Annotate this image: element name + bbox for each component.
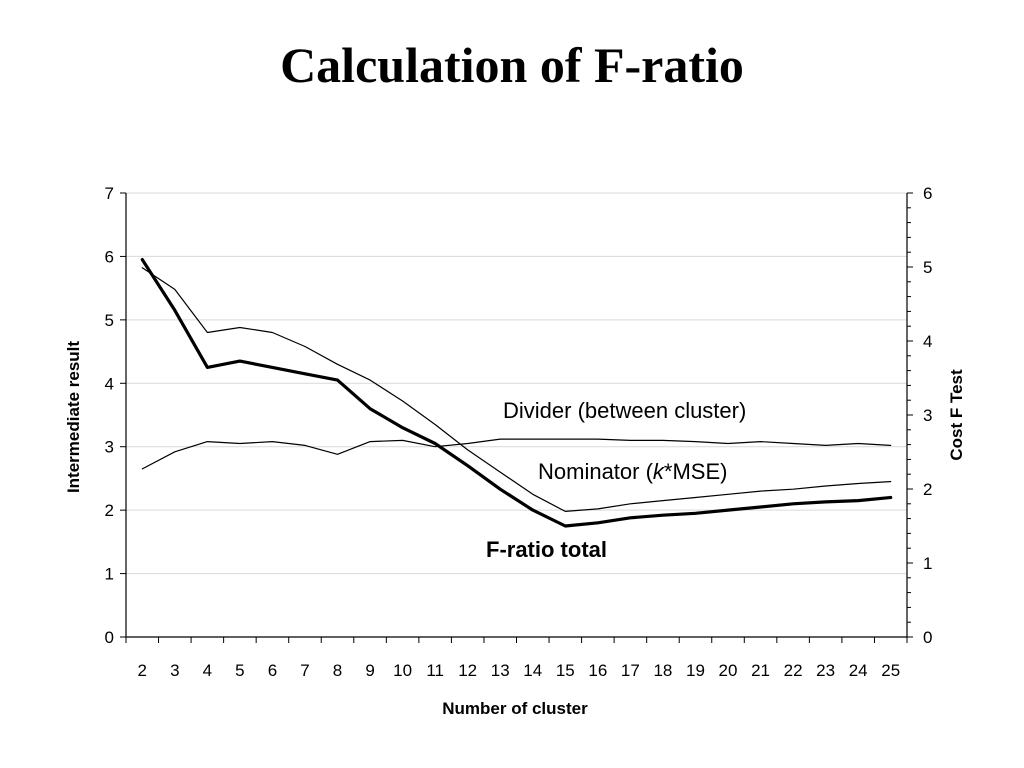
y-tick-label: 2 <box>105 501 114 520</box>
y-tick-label: 4 <box>105 374 114 393</box>
x-tick-label: 3 <box>170 661 179 680</box>
x-tick-label: 5 <box>235 661 244 680</box>
x-tick-label: 9 <box>365 661 374 680</box>
y-tick-label: 5 <box>105 311 114 330</box>
x-tick-label: 17 <box>621 661 640 680</box>
x-tick-label: 18 <box>653 661 672 680</box>
x-tick-label: 21 <box>751 661 770 680</box>
series-line-2 <box>140 258 893 528</box>
nominator-prefix: Nominator ( <box>538 459 654 484</box>
grid-lines <box>126 192 907 575</box>
x-tick-label: 23 <box>816 661 835 680</box>
series-lines <box>140 258 893 528</box>
y2-tick-label: 2 <box>923 480 932 499</box>
x-tick-label: 10 <box>393 661 412 680</box>
y2-tick-label: 1 <box>923 554 932 573</box>
fratio-annotation: F-ratio total <box>486 537 607 562</box>
x-tick-label: 22 <box>784 661 803 680</box>
y-tick-label: 7 <box>105 184 114 203</box>
y2-tick-label: 0 <box>923 628 932 647</box>
x-tick-label: 14 <box>523 661 542 680</box>
series-line-1 <box>141 267 892 512</box>
x-tick-label: 15 <box>556 661 575 680</box>
x-tick-label: 13 <box>491 661 510 680</box>
x-tick-label: 4 <box>203 661 212 680</box>
x-tick-label: 25 <box>881 661 900 680</box>
divider-annotation: Divider (between cluster) <box>503 398 746 423</box>
x-tick-label: 20 <box>719 661 738 680</box>
x-tick-label: 7 <box>300 661 309 680</box>
x-tick-label: 16 <box>588 661 607 680</box>
y2-tick-label: 5 <box>923 258 932 277</box>
y2-tick-label: 4 <box>923 332 932 351</box>
y-axis-label: Intermediate result <box>64 341 83 493</box>
x-tick-label: 19 <box>686 661 705 680</box>
y-tick-label: 1 <box>105 565 114 584</box>
y2-tick-label: 6 <box>923 184 932 203</box>
x-axis-label: Number of cluster <box>442 699 588 718</box>
nominator-suffix: *MSE) <box>664 459 728 484</box>
x-tick-label: 12 <box>458 661 477 680</box>
x-tick-label: 24 <box>849 661 868 680</box>
y-tick-label: 0 <box>105 628 114 647</box>
nominator-k: k <box>653 459 665 484</box>
y-tick-label: 3 <box>105 438 114 457</box>
y2-tick-label: 3 <box>923 406 932 425</box>
series-line-0 <box>141 438 892 470</box>
y-tick-label: 6 <box>105 247 114 266</box>
x-tick-label: 8 <box>333 661 342 680</box>
nominator-annotation: Nominator (k*MSE) <box>538 459 727 484</box>
slide-title: Calculation of F-ratio <box>280 37 744 93</box>
x-tick-label: 2 <box>138 661 147 680</box>
x-tick-label: 11 <box>426 661 444 680</box>
x-tick-label: 6 <box>268 661 277 680</box>
y2-axis-label: Cost F Test <box>947 369 966 461</box>
